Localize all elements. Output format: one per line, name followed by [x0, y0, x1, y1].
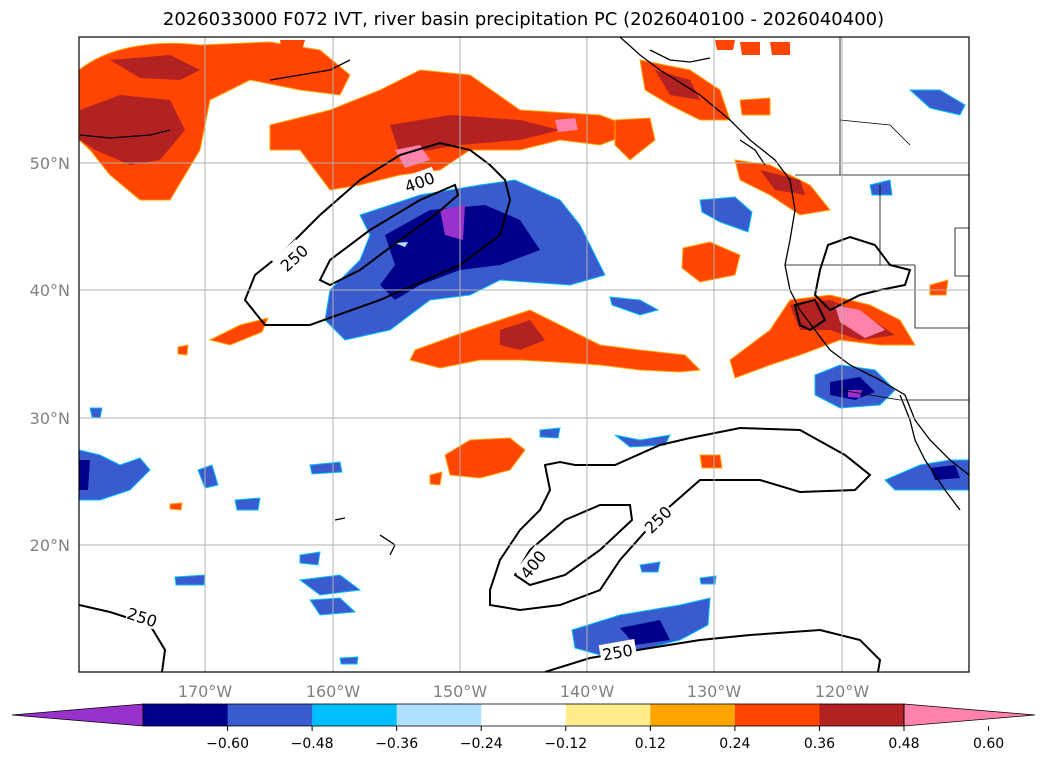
lat-tick-40n: 40°N [30, 281, 70, 300]
map-frame [78, 36, 970, 673]
colorbar-tick-label: 0.60 [973, 736, 1004, 752]
lat-tick-30n: 30°N [30, 409, 70, 428]
colorbar-segment [565, 704, 651, 726]
coastlines [79, 37, 969, 556]
lon-tick-140w: 140°W [560, 682, 615, 701]
colorbar-segment [227, 704, 313, 726]
colorbar-extend-low [11, 703, 144, 727]
lat-tick-labels: 50°N 40°N 30°N 20°N [30, 154, 70, 555]
lon-tick-170w: 170°W [178, 682, 233, 701]
lat-tick-50n: 50°N [30, 154, 70, 173]
gridlines [79, 37, 969, 672]
colorbar: −0.60 −0.48 −0.36 −0.24 −0.12 0.12 0.24 0.36 0.4… [11, 703, 1036, 752]
ivt-contours [79, 141, 912, 672]
colorbar-segment [481, 704, 567, 726]
colorbar-tick-label: 0.48 [888, 736, 919, 752]
colorbar-tick-label: −0.36 [375, 736, 418, 752]
colorbar-tick-label: −0.48 [291, 736, 334, 752]
ivt-250-contour-north [243, 141, 512, 326]
ivt-400-contour-north [318, 183, 460, 287]
colorbar-segment [312, 704, 398, 726]
lon-tick-150w: 150°W [433, 682, 488, 701]
lat-tick-20n: 20°N [30, 536, 70, 555]
precip-pc-shading [79, 40, 969, 665]
colorbar-segment [143, 704, 229, 726]
ivt-250-contour-land [813, 235, 912, 312]
colorbar-segment [650, 704, 736, 726]
colorbar-tick-label: −0.24 [460, 736, 503, 752]
colorbar-tick-label: −0.60 [206, 736, 249, 752]
lon-tick-labels: 170°W 160°W 150°W 140°W 130°W 120°W [178, 682, 870, 701]
colorbar-tick-label: 0.12 [635, 736, 666, 752]
ivt-400-contour-land [793, 298, 827, 332]
ivt-400-contour-south [513, 504, 634, 587]
colorbar-tick-label: 0.36 [804, 736, 835, 752]
colorbar-tick-label: −0.12 [544, 736, 587, 752]
colorbar-segment [734, 704, 820, 726]
map-panel: 250 400 250 400 250 250 [78, 36, 970, 673]
colorbar-tick-label: 0.24 [719, 736, 750, 752]
lon-tick-160w: 160°W [306, 682, 361, 701]
colorbar-extend-high [903, 703, 1036, 727]
ivt-250-contour-south [489, 426, 872, 612]
lon-tick-120w: 120°W [815, 682, 870, 701]
map-title: 2026033000 F072 IVT, river basin precipi… [162, 9, 885, 30]
colorbar-segment [819, 704, 905, 726]
colorbar-segment [396, 704, 482, 726]
lon-tick-130w: 130°W [687, 682, 742, 701]
